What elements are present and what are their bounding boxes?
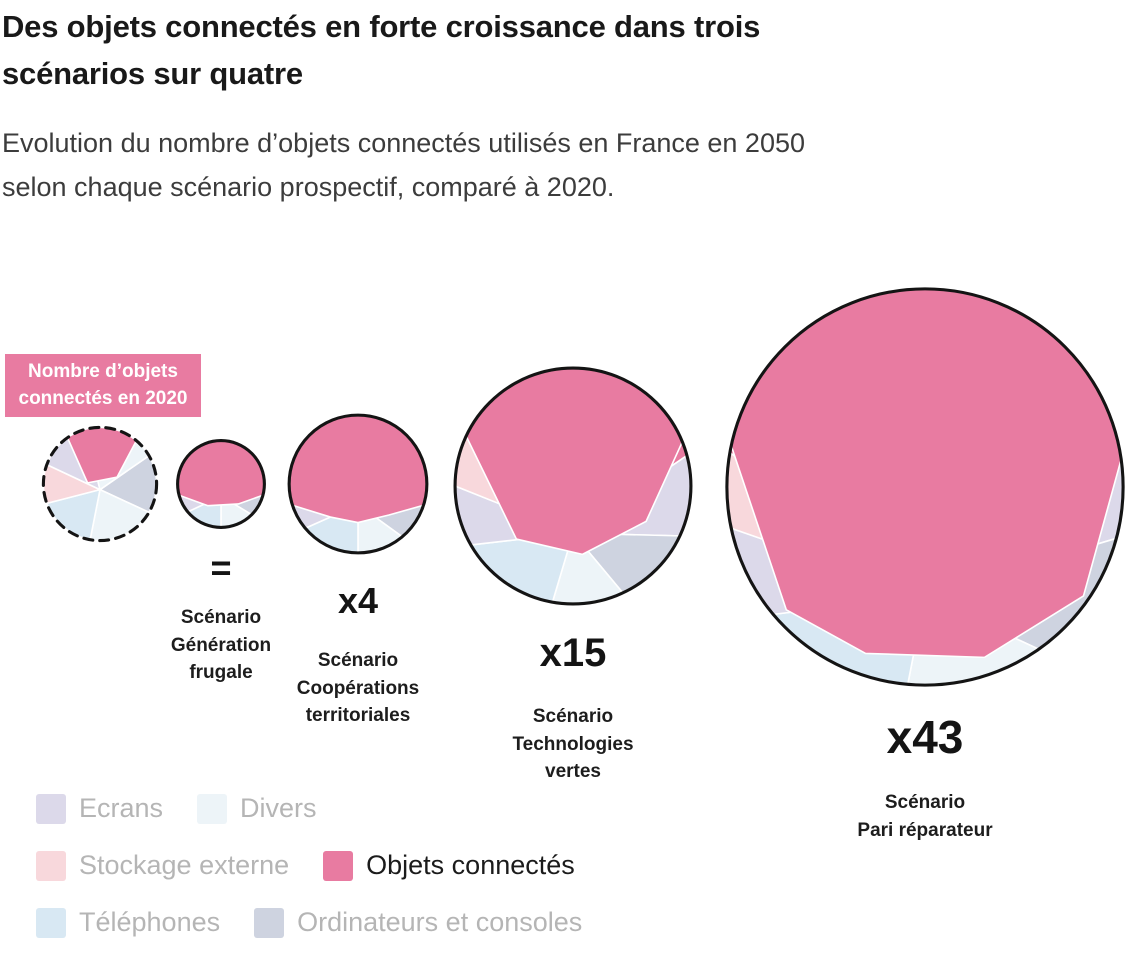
bubble-technologies-vertes	[448, 361, 698, 611]
legend-label-telephones: Téléphones	[79, 907, 221, 937]
multiplier-label-cooperations-territoriales: x4	[337, 580, 379, 621]
multiplier-label-pari-reparateur: x43	[886, 711, 964, 763]
legend-item-divers: Divers	[197, 793, 317, 824]
bubble-2020-baseline	[40, 424, 160, 544]
subtitle: Evolution du nombre d’objets connectés u…	[2, 128, 805, 202]
scenario-label-cooperations-territoriales: Scénario Coopérations territoriales	[296, 650, 420, 727]
legend-label-divers: Divers	[240, 793, 317, 823]
cell-objets-connectes	[288, 414, 428, 524]
bubble-cooperations-territoriales	[285, 411, 431, 557]
voronoi-circle-svg	[176, 439, 266, 529]
page-title: Des objets connectés en forte croissance…	[2, 9, 761, 91]
legend-row: Ecrans Divers	[36, 793, 582, 824]
legend-label-objets: Objets connectés	[366, 850, 575, 880]
legend-swatch-stockage	[36, 850, 66, 881]
legend-swatch-telephones	[36, 907, 66, 938]
legend-item-telephones: Téléphones	[36, 907, 220, 938]
legend-label-ecrans: Ecrans	[79, 793, 164, 823]
legend-swatch-objets	[323, 850, 354, 881]
legend-label-ordinateurs: Ordinateurs et consoles	[297, 907, 583, 937]
legend-label-stockage: Stockage externe	[79, 850, 290, 880]
scenario-label-generation-frugale: Scénario Génération frugale	[170, 607, 272, 684]
circle-outline	[41, 425, 159, 543]
legend-item-ecrans: Ecrans	[36, 793, 163, 824]
voronoi-circle-svg	[453, 366, 693, 606]
multiplier-label-generation-frugale: =	[210, 547, 232, 588]
legend-item-stockage: Stockage externe	[36, 850, 289, 881]
voronoi-circle-svg	[41, 425, 159, 543]
circle-outline	[725, 287, 1125, 687]
bubble-pari-reparateur	[715, 277, 1131, 697]
circle-outline	[453, 366, 693, 606]
legend: Ecrans Divers Stockage externe Objets conne…	[36, 793, 582, 964]
multiplier-label-technologies-vertes: x15	[539, 631, 607, 675]
voronoi-circle-svg	[287, 413, 429, 555]
baseline-badge: Nombre d’objets connectés en 2020	[5, 354, 201, 418]
legend-swatch-divers	[197, 793, 228, 824]
circle-outline	[287, 413, 429, 555]
scenario-label-technologies-vertes: Scénario Technologies vertes	[512, 706, 634, 783]
legend-row: Téléphones Ordinateurs et consoles	[36, 907, 582, 938]
cell-objets-connectes	[176, 439, 266, 507]
legend-item-objets: Objets connectés	[323, 850, 575, 881]
voronoi-circle-svg	[725, 287, 1125, 687]
legend-row: Stockage externe Objets connectés	[36, 850, 582, 881]
legend-swatch-ordinateurs	[254, 907, 285, 938]
scenario-label-pari-reparateur: Scénario Pari réparateur	[857, 792, 993, 841]
circle-outline	[176, 439, 266, 529]
bubble-generation-frugale	[175, 438, 267, 530]
legend-swatch-ecrans	[36, 793, 66, 824]
legend-item-ordinateurs: Ordinateurs et consoles	[254, 907, 582, 938]
